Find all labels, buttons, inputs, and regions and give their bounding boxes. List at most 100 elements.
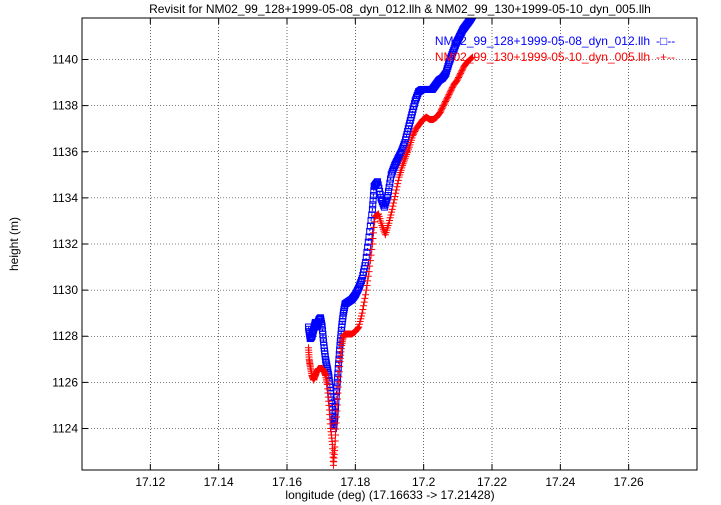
series-1 bbox=[305, 18, 477, 432]
legend: NM02_99_128+1999-05-08_dyn_012.llh -□-- NM… bbox=[435, 34, 675, 64]
data-point bbox=[332, 393, 340, 401]
data-point bbox=[333, 407, 341, 415]
data-point bbox=[333, 413, 341, 421]
data-point bbox=[364, 243, 372, 251]
data-point bbox=[334, 374, 342, 382]
data-point bbox=[394, 180, 402, 188]
data-point bbox=[394, 176, 402, 184]
data-point bbox=[333, 401, 341, 409]
data-point bbox=[469, 18, 477, 20]
data-point bbox=[367, 251, 375, 259]
data-point bbox=[468, 18, 476, 21]
data-point bbox=[369, 192, 377, 200]
y-tick-label: 1132 bbox=[52, 237, 78, 251]
y-axis-label: height (m) bbox=[7, 217, 21, 271]
x-tick-label: 17.14 bbox=[204, 475, 234, 489]
data-point bbox=[381, 201, 389, 209]
data-point bbox=[333, 388, 341, 396]
data-point bbox=[369, 234, 377, 242]
data-point bbox=[364, 272, 372, 280]
data-point bbox=[442, 69, 450, 77]
data-point bbox=[363, 248, 371, 256]
legend-label: NM02_99_130+1999-05-10_dyn_005.llh bbox=[435, 50, 650, 64]
x-tick-label: 17.24 bbox=[545, 475, 575, 489]
data-point bbox=[392, 189, 400, 197]
data-point bbox=[369, 201, 377, 209]
data-point bbox=[443, 67, 451, 75]
chart-title: Revisit for NM02_99_128+1999-05-08_dyn_0… bbox=[149, 2, 651, 16]
data-point bbox=[334, 369, 342, 377]
data-point bbox=[332, 403, 340, 411]
data-point bbox=[332, 425, 340, 433]
data-point bbox=[366, 262, 374, 270]
x-tick-label: 17.2 bbox=[412, 475, 436, 489]
data-point bbox=[368, 246, 376, 254]
data-point bbox=[360, 298, 368, 306]
data-point bbox=[389, 202, 397, 210]
data-point bbox=[358, 309, 366, 317]
x-tick-label: 17.12 bbox=[135, 475, 165, 489]
y-axis-ticks: 1124 1126 1128 1130 1132 1134 1136 1138 1140 bbox=[52, 53, 697, 435]
x-tick-label: 17.26 bbox=[614, 475, 644, 489]
data-point bbox=[469, 53, 477, 61]
data-point bbox=[468, 54, 475, 62]
data-point bbox=[362, 253, 370, 261]
legend-marker: -□-- bbox=[656, 34, 675, 48]
data-point bbox=[369, 196, 377, 204]
data-point bbox=[354, 324, 362, 332]
data-point bbox=[467, 18, 475, 22]
data-point bbox=[368, 205, 376, 213]
legend-marker: -+-- bbox=[656, 50, 675, 64]
data-point bbox=[335, 355, 343, 363]
data-point bbox=[319, 327, 327, 335]
data-point bbox=[319, 334, 327, 342]
data-point bbox=[368, 240, 376, 248]
y-tick-label: 1124 bbox=[52, 421, 78, 435]
y-tick-label: 1130 bbox=[52, 283, 78, 297]
data-point bbox=[362, 258, 370, 266]
data-point bbox=[365, 268, 373, 276]
x-tick-label: 17.22 bbox=[477, 475, 507, 489]
y-tick-label: 1138 bbox=[52, 99, 78, 113]
series-layer bbox=[305, 18, 477, 469]
x-tick-label: 17.18 bbox=[340, 475, 370, 489]
data-point bbox=[362, 286, 370, 294]
y-tick-label: 1134 bbox=[52, 191, 78, 205]
data-point bbox=[331, 408, 339, 416]
data-point bbox=[336, 346, 344, 354]
x-tick-label: 17.16 bbox=[272, 475, 302, 489]
data-point bbox=[393, 183, 401, 191]
y-tick-label: 1140 bbox=[52, 53, 78, 67]
data-point bbox=[384, 187, 392, 195]
data-point bbox=[357, 278, 365, 286]
data-point bbox=[382, 196, 390, 204]
y-tick-label: 1126 bbox=[52, 375, 78, 389]
data-point bbox=[318, 323, 326, 331]
data-point bbox=[366, 257, 374, 265]
data-point bbox=[384, 192, 392, 200]
data-point bbox=[371, 218, 379, 226]
data-point bbox=[443, 65, 451, 73]
x-axis-ticks: 17.12 17.14 17.16 17.18 17.2 17.22 17.24 17.26 bbox=[135, 18, 644, 489]
data-point bbox=[390, 199, 398, 207]
grid bbox=[82, 18, 697, 470]
data-point bbox=[359, 305, 367, 313]
data-point bbox=[385, 183, 393, 191]
data-point bbox=[362, 291, 370, 299]
y-tick-label: 1128 bbox=[52, 329, 78, 343]
data-point bbox=[332, 419, 340, 427]
data-point bbox=[370, 229, 378, 237]
data-point bbox=[364, 277, 372, 285]
data-point bbox=[386, 179, 394, 187]
series-2 bbox=[305, 53, 477, 469]
data-point bbox=[360, 302, 368, 310]
data-point bbox=[392, 186, 400, 194]
data-point bbox=[334, 395, 342, 403]
data-point bbox=[361, 294, 369, 302]
legend-label: NM02_99_128+1999-05-08_dyn_012.llh bbox=[435, 34, 650, 48]
data-point bbox=[332, 431, 340, 439]
data-point bbox=[388, 205, 396, 213]
x-axis-label: longitude (deg) (17.16633 -> 17.21428) bbox=[285, 488, 494, 502]
data-point bbox=[363, 282, 371, 290]
